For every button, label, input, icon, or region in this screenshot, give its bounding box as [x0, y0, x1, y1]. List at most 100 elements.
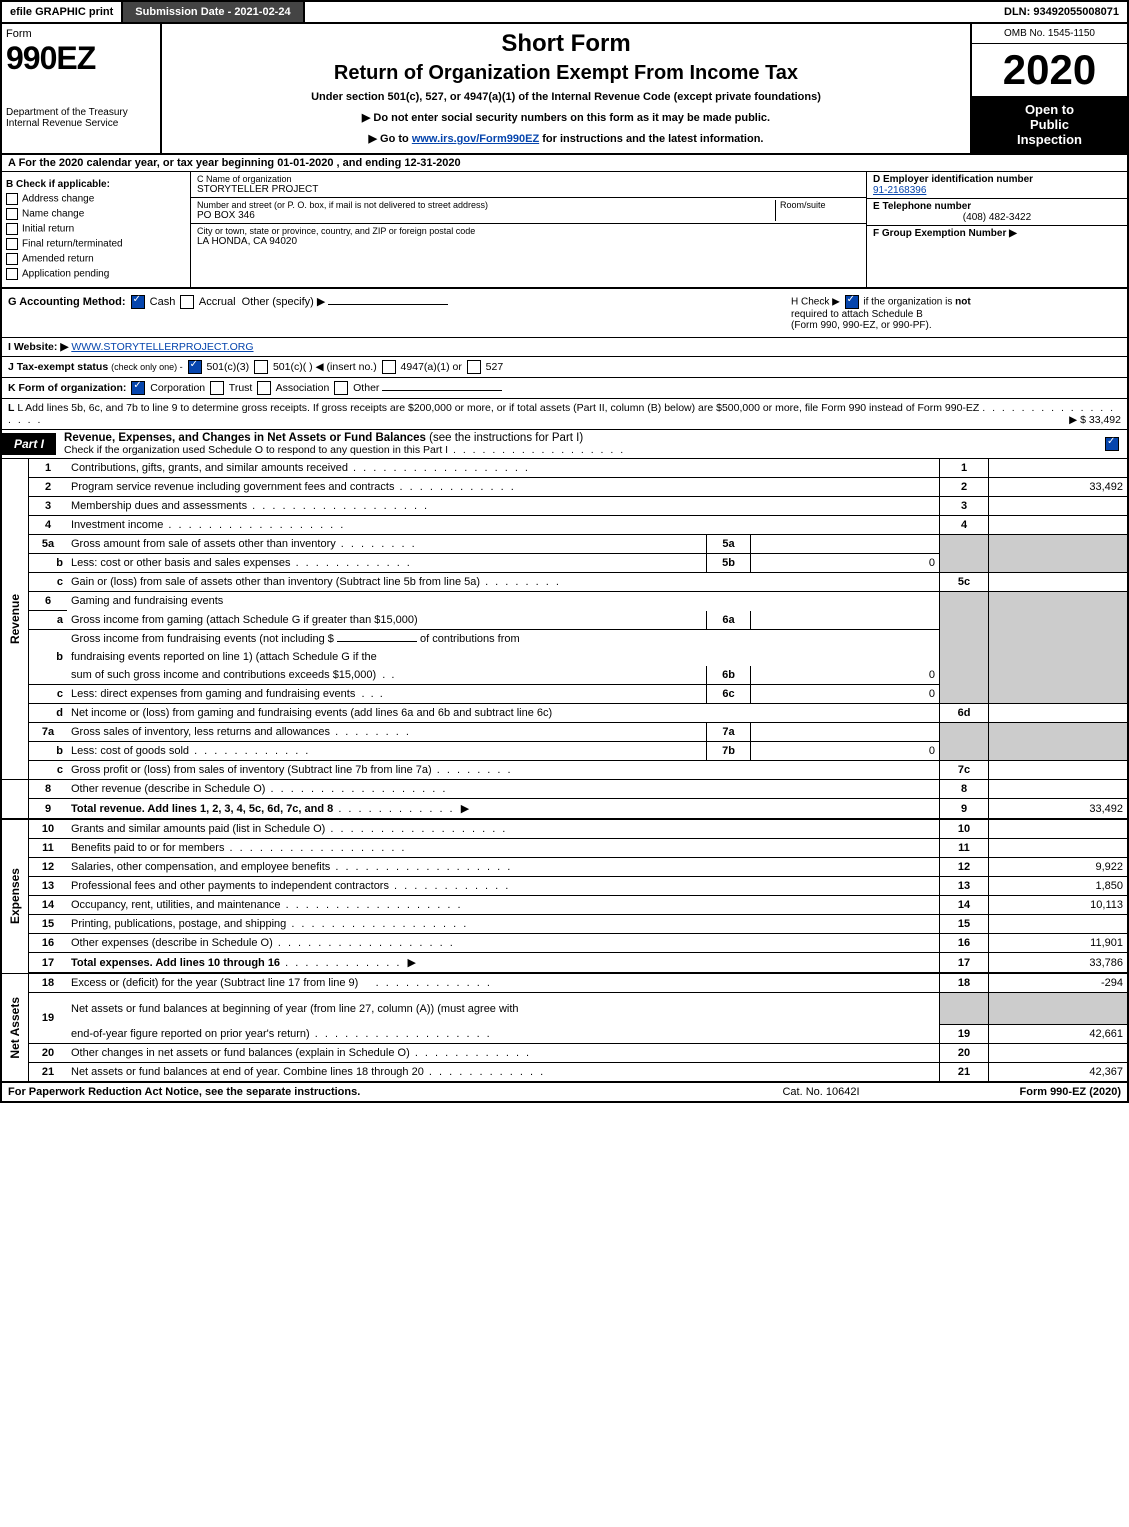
- line-4: 4 Investment income 4: [2, 516, 1127, 535]
- checkbox-icon[interactable]: [6, 238, 18, 250]
- subval-5a: [751, 535, 940, 554]
- k-other-input[interactable]: [382, 390, 502, 391]
- check-final[interactable]: Final return/terminated: [6, 238, 186, 250]
- footer-right: Form 990-EZ (2020): [921, 1086, 1121, 1098]
- goto-post: for instructions and the latest informat…: [539, 133, 763, 145]
- checkbox-schedule-o[interactable]: [1105, 437, 1119, 451]
- subval-6c: 0: [751, 685, 940, 704]
- submission-text: Submission Date - 2021-02-24: [135, 6, 290, 18]
- checkbox-corp[interactable]: [131, 381, 145, 395]
- line-15: 15 Printing, publications, postage, and …: [2, 915, 1127, 934]
- checkbox-other[interactable]: [334, 381, 348, 395]
- line-11: 11 Benefits paid to or for members 11: [2, 839, 1127, 858]
- line-7c: c Gross profit or (loss) from sales of i…: [2, 761, 1127, 780]
- goto-pre: ▶ Go to: [369, 133, 412, 145]
- group-exemption-cell: F Group Exemption Number ▶: [867, 226, 1127, 241]
- h-check: H Check ▶ if the organization is not req…: [785, 289, 1127, 337]
- checkbox-accrual[interactable]: [180, 295, 194, 309]
- val-4: [989, 516, 1128, 535]
- checkbox-cash[interactable]: [131, 295, 145, 309]
- 6b-blank[interactable]: [337, 641, 417, 642]
- open3: Inspection: [976, 132, 1123, 147]
- line-17: 17 Total expenses. Add lines 10 through …: [2, 953, 1127, 974]
- c-name-label: C Name of organization: [197, 174, 860, 184]
- checkbox-trust[interactable]: [210, 381, 224, 395]
- g-accounting: G Accounting Method: Cash Accrual Other …: [2, 289, 785, 337]
- section-bcdef: B Check if applicable: Address change Na…: [0, 172, 1129, 289]
- f-label: F Group Exemption Number ▶: [873, 228, 1017, 239]
- ein-cell: D Employer identification number 91-2168…: [867, 172, 1127, 199]
- line-21: 21 Net assets or fund balances at end of…: [2, 1063, 1127, 1082]
- tax-exempt-row: J Tax-exempt status (check only one) - 5…: [0, 357, 1129, 378]
- val-6d: [989, 704, 1128, 723]
- street-cell: Number and street (or P. O. box, if mail…: [191, 198, 866, 224]
- submission-date-button[interactable]: Submission Date - 2021-02-24: [123, 2, 304, 22]
- line-13: 13 Professional fees and other payments …: [2, 877, 1127, 896]
- goto-link[interactable]: www.irs.gov/Form990EZ: [412, 133, 539, 145]
- val-21: 42,367: [989, 1063, 1128, 1082]
- line-19a: 19 Net assets or fund balances at beginn…: [2, 993, 1127, 1025]
- checkbox-h[interactable]: [845, 295, 859, 309]
- subval-5b: 0: [751, 554, 940, 573]
- line-19b: end-of-year figure reported on prior yea…: [2, 1025, 1127, 1044]
- checkbox-527[interactable]: [467, 360, 481, 374]
- checkbox-501c3[interactable]: [188, 360, 202, 374]
- val-12: 9,922: [989, 858, 1128, 877]
- val-1: [989, 459, 1128, 478]
- check-amended[interactable]: Amended return: [6, 253, 186, 265]
- part1-label: Part I: [2, 433, 56, 455]
- checkbox-icon[interactable]: [6, 268, 18, 280]
- other-specify-input[interactable]: [328, 304, 448, 305]
- val-5c: [989, 573, 1128, 592]
- checkbox-assoc[interactable]: [257, 381, 271, 395]
- ein-link[interactable]: 91-2168396: [873, 185, 926, 196]
- line-5c: c Gain or (loss) from sale of assets oth…: [2, 573, 1127, 592]
- k-row: K Form of organization: Corporation Trus…: [0, 378, 1129, 399]
- check-pending[interactable]: Application pending: [6, 268, 186, 280]
- checkbox-icon[interactable]: [6, 223, 18, 235]
- short-form-title: Short Form: [170, 30, 962, 58]
- efile-text: efile GRAPHIC print: [10, 6, 113, 18]
- g-label: G Accounting Method:: [8, 296, 126, 308]
- form-header: Form 990EZ Department of the Treasury In…: [0, 24, 1129, 155]
- check-address[interactable]: Address change: [6, 193, 186, 205]
- do-not-enter: ▶ Do not enter social security numbers o…: [170, 111, 962, 124]
- right-info-column: D Employer identification number 91-2168…: [866, 172, 1127, 287]
- header-right: OMB No. 1545-1150 2020 Open to Public In…: [970, 24, 1127, 153]
- return-title: Return of Organization Exempt From Incom…: [170, 62, 962, 85]
- side-revenue: Revenue: [2, 459, 29, 780]
- line-18: Net Assets 18 Excess or (deficit) for th…: [2, 973, 1127, 993]
- side-netassets: Net Assets: [2, 973, 29, 1082]
- dept-treasury: Department of the Treasury: [6, 107, 156, 118]
- l-amount: ▶ $ 33,492: [1069, 414, 1121, 426]
- website-row: I Website: ▶ WWW.STORYTELLERPROJECT.ORG: [0, 338, 1129, 357]
- checkbox-501c[interactable]: [254, 360, 268, 374]
- footer-left: For Paperwork Reduction Act Notice, see …: [8, 1086, 721, 1098]
- val-2: 33,492: [989, 478, 1128, 497]
- check-initial[interactable]: Initial return: [6, 223, 186, 235]
- k-label: K Form of organization:: [8, 382, 126, 394]
- under-section: Under section 501(c), 527, or 4947(a)(1)…: [170, 91, 962, 103]
- open-to-public: Open to Public Inspection: [972, 96, 1127, 153]
- checkbox-icon[interactable]: [6, 193, 18, 205]
- line-20: 20 Other changes in net assets or fund b…: [2, 1044, 1127, 1063]
- efile-print-button[interactable]: efile GRAPHIC print: [2, 2, 123, 22]
- section-gh: G Accounting Method: Cash Accrual Other …: [0, 289, 1129, 338]
- checkbox-icon[interactable]: [6, 208, 18, 220]
- website-link[interactable]: WWW.STORYTELLERPROJECT.ORG: [71, 341, 253, 353]
- lines-table: Revenue 1 Contributions, gifts, grants, …: [2, 459, 1127, 1082]
- val-16: 11,901: [989, 934, 1128, 953]
- org-name: STORYTELLER PROJECT: [197, 184, 860, 195]
- form-number: 990EZ: [6, 40, 156, 77]
- checkbox-icon[interactable]: [6, 253, 18, 265]
- room-label: Room/suite: [780, 200, 860, 210]
- street-label: Number and street (or P. O. box, if mail…: [197, 200, 775, 210]
- check-name[interactable]: Name change: [6, 208, 186, 220]
- lines-table-wrap: Revenue 1 Contributions, gifts, grants, …: [0, 459, 1129, 1082]
- part1-check-end: [1097, 437, 1127, 451]
- line-12: 12 Salaries, other compensation, and emp…: [2, 858, 1127, 877]
- side-expenses: Expenses: [2, 819, 29, 973]
- val-19: 42,661: [989, 1025, 1128, 1044]
- val-7c: [989, 761, 1128, 780]
- checkbox-4947[interactable]: [382, 360, 396, 374]
